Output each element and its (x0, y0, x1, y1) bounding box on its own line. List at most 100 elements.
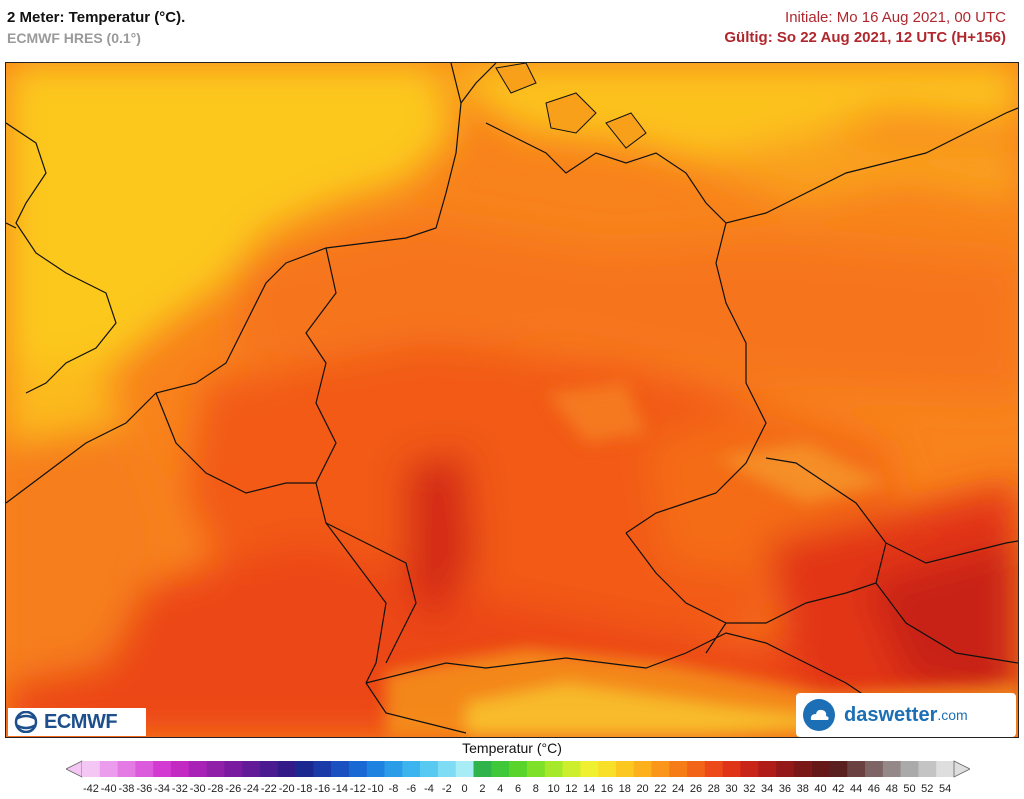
legend-color-cell (793, 761, 812, 777)
ecmwf-logo-text: ECMWF (44, 710, 118, 733)
legend-color-cell (740, 761, 759, 777)
legend-color-cell (882, 761, 901, 777)
header-right: Initiale: Mo 16 Aug 2021, 00 UTC Gültig:… (724, 8, 1006, 48)
legend-tick-label: 54 (938, 783, 952, 795)
daswetter-logo-tld: .com (937, 707, 968, 723)
legend-color-cell (615, 761, 634, 777)
legend-color-cell (135, 761, 154, 777)
legend-color-cell (277, 761, 296, 777)
ecmwf-logo: ECMWF (8, 708, 146, 736)
legend-color-cell (188, 761, 207, 777)
legend-color-cell (348, 761, 368, 777)
legend-tick-label: -12 (349, 783, 366, 795)
legend-color-cell (420, 761, 439, 777)
legend-tick-label: 42 (832, 783, 845, 795)
legend-color-cell (242, 761, 261, 777)
legend-color-cell (295, 761, 314, 777)
legend-tick-label: 4 (497, 783, 504, 795)
legend-color-cell (117, 761, 136, 777)
ecmwf-swirl-icon (14, 711, 38, 733)
legend-tick-label: 14 (583, 783, 596, 795)
legend-tick-label: -14 (332, 783, 348, 795)
legend-color-cell (900, 761, 919, 777)
legend-tick-label: -24 (243, 783, 259, 795)
legend-color-cell (82, 761, 101, 777)
legend-tick-label: 24 (672, 783, 685, 795)
model-name: ECMWF HRES (0.1°) (7, 30, 141, 46)
legend-color-cell (918, 761, 937, 777)
legend-tick-label: 2 (479, 783, 486, 795)
legend-color-cell (687, 761, 706, 777)
legend-tick-label: 20 (636, 783, 649, 795)
legend-color-cell (402, 761, 421, 777)
legend-tick-label: 22 (654, 783, 667, 795)
daswetter-logo[interactable]: daswetter .com (796, 693, 1016, 737)
valid-time: Gültig: So 22 Aug 2021, 12 UTC (H+156) (724, 29, 1006, 46)
legend-tick-label: 30 (725, 783, 738, 795)
legend-color-cell (936, 761, 955, 777)
legend-tick-label: 46 (867, 783, 881, 795)
legend-color-cell (99, 761, 118, 777)
legend-tick-label: -36 (136, 783, 153, 795)
legend-tick-label: -30 (189, 783, 206, 795)
legend-color-cell (722, 761, 741, 777)
legend-color-cell (259, 761, 279, 777)
legend-color-cell (384, 761, 403, 777)
legend-color-cell (437, 761, 457, 777)
init-time: Initiale: Mo 16 Aug 2021, 00 UTC (785, 9, 1006, 26)
legend-color-cell (580, 761, 599, 777)
legend-color-cell (491, 761, 510, 777)
legend-tick-label: -10 (367, 783, 384, 795)
triangle-left-icon (66, 760, 83, 778)
legend-color-cell (331, 761, 350, 777)
legend-tick-label: 38 (796, 783, 809, 795)
legend-tick-label: -2 (441, 783, 452, 795)
legend-color-cell (473, 761, 492, 777)
legend-color-cell (758, 761, 777, 777)
legend-tick-label: 32 (743, 783, 756, 795)
legend-tick-label: -38 (118, 783, 135, 795)
legend-color-cell (811, 761, 830, 777)
legend-labels: -42 -40 -38 -36 -34 -32 -30 -28 -26 -24 -22 -20 -18-… (0, 783, 1024, 797)
legend-tick-label: 34 (761, 783, 774, 795)
legend-tick-label: -6 (406, 783, 417, 795)
legend-color-cell (633, 761, 652, 777)
legend-color-cell (153, 761, 172, 777)
map-svg (6, 63, 1018, 737)
legend-tick-label: 48 (885, 783, 898, 795)
legend-color-cell (598, 761, 617, 777)
legend-color-cell (562, 761, 581, 777)
legend-tick-label: 10 (547, 783, 560, 795)
legend-color-cell (776, 761, 795, 777)
islands (495, 63, 647, 149)
legend-tick-label: 28 (707, 783, 720, 795)
legend-tick-label: 36 (778, 783, 792, 795)
legend-tick-label: 50 (903, 783, 916, 795)
borders (6, 63, 1018, 734)
legend-tick-label: 44 (849, 783, 863, 795)
cloud-in-circle-icon (803, 699, 835, 731)
legend-tick-label: -26 (225, 783, 242, 795)
legend-tick-label: 6 (514, 783, 522, 795)
legend-tick-label: -18 (296, 783, 313, 795)
header-left: 2 Meter: Temperatur (°C). ECMWF HRES (0.… (7, 8, 185, 48)
legend-tick-label: 16 (600, 783, 614, 795)
legend-color-cell (224, 761, 243, 777)
legend-tick-label: 12 (565, 783, 578, 795)
legend-color-cell (509, 761, 528, 777)
legend-color-cell (313, 761, 332, 777)
temperature-map: ECMWF daswetter .com (5, 62, 1019, 738)
legend-tick-label: -32 (171, 783, 188, 795)
legend-color-cell (170, 761, 190, 777)
legend-tick-label: 8 (532, 783, 539, 795)
legend-color-cell (651, 761, 670, 777)
legend-color-cell (847, 761, 866, 777)
legend-color-cell (455, 761, 474, 777)
legend-color-cell (206, 761, 225, 777)
legend-tick-label: -22 (260, 783, 277, 795)
legend-tick-label: 18 (618, 783, 631, 795)
legend-tick-label: 40 (814, 783, 827, 795)
legend-color-cell (544, 761, 563, 777)
legend-color-cell (526, 761, 545, 777)
legend-tick-label: -34 (154, 783, 171, 795)
